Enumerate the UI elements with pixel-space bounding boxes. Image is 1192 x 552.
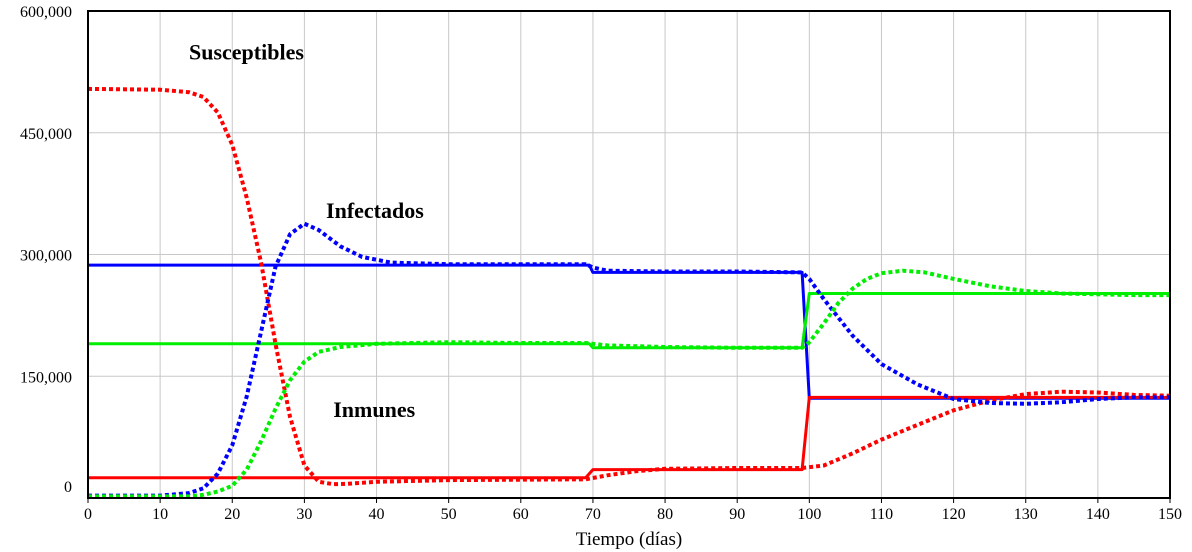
- series-line-4: [87, 86, 1171, 487]
- x-tick-label: 0: [84, 506, 92, 523]
- annotations: Susceptibles Infectados Inmunes: [189, 40, 424, 422]
- x-tick-label: 100: [797, 506, 821, 523]
- plot-frame: [87, 10, 1171, 499]
- x-axis-title: Tiempo (días): [576, 529, 682, 550]
- x-tick-label: 90: [729, 506, 745, 523]
- x-tick-label: 40: [369, 506, 385, 523]
- x-tick-label: 50: [441, 506, 457, 523]
- x-tick-label: 70: [585, 506, 601, 523]
- y-axis: 0 150,000 300,000 450,000 600,000: [20, 4, 72, 496]
- annotation-label: Infectados: [326, 198, 424, 223]
- x-tick-label: 20: [224, 506, 240, 523]
- x-tick-label: 30: [296, 506, 312, 523]
- x-tick-label: 130: [1014, 506, 1038, 523]
- series-line-5: [88, 221, 1170, 498]
- x-tick-label: 110: [870, 506, 893, 523]
- series-lines: [87, 86, 1171, 499]
- x-tick-label: 60: [513, 506, 529, 523]
- series-line-6: [88, 268, 1170, 499]
- grid-lines: [87, 10, 1171, 499]
- y-tick-label: 0: [64, 479, 72, 496]
- x-tick-label: 120: [942, 506, 966, 523]
- x-axis: 0 10 20 30 40 50 60 70 80 90 100 110 120 130 140 150: [84, 498, 1182, 523]
- x-tick-label: 150: [1158, 506, 1182, 523]
- y-tick-label: 300,000: [20, 248, 72, 265]
- x-tick-label: 10: [152, 506, 168, 523]
- annotation-label: Inmunes: [333, 397, 415, 422]
- series-line-2: [88, 292, 1170, 350]
- x-tick-label: 140: [1086, 506, 1110, 523]
- y-tick-label: 150,000: [20, 369, 72, 386]
- series-line-3: [88, 395, 1170, 480]
- annotation-label: Susceptibles: [189, 40, 304, 65]
- y-tick-label: 450,000: [20, 126, 72, 143]
- x-tick-label: 80: [657, 506, 673, 523]
- y-tick-label: 600,000: [20, 4, 72, 21]
